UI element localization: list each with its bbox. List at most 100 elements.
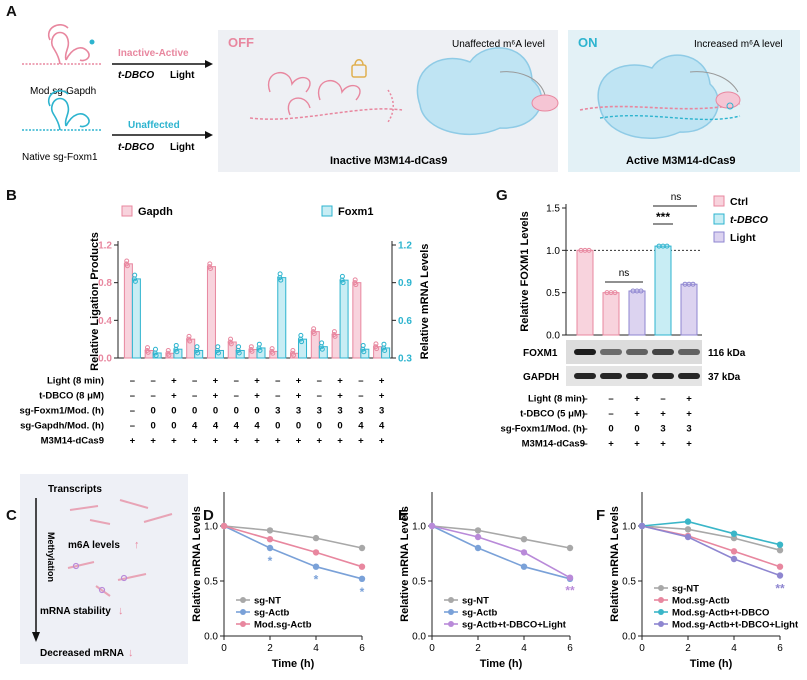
b-bar-gapdh [352, 282, 362, 359]
g-dot [586, 247, 592, 253]
g-row-cell: – [608, 409, 613, 420]
b-row-cell: + [379, 436, 385, 447]
g-row-cell: + [634, 409, 640, 420]
g-sig-label-3: ns [671, 192, 682, 203]
blot-foxm1-kda: 116 kDa [708, 348, 746, 359]
b-legend-gapdh: Gapdh [138, 206, 173, 218]
xlabel: Time (h) [272, 658, 315, 670]
xtick-label: 0 [429, 643, 435, 654]
b-dot-gapdh [165, 350, 171, 356]
b-row-cell: 3 [379, 406, 384, 417]
g-row-cell: 0 [634, 424, 639, 435]
b-row-label: M3M14-dCas9 [41, 436, 104, 447]
ytick-label: 0.5 [412, 577, 426, 588]
c-decreased: Decreased mRNA [40, 648, 124, 659]
b-bar-gapdh [123, 263, 133, 359]
series-line [641, 525, 781, 568]
g-row-cell: – [582, 409, 587, 420]
blot-foxm1-label: FOXM1 [523, 348, 558, 359]
b-row-cell: 0 [337, 421, 342, 432]
g-bar-ctrl [576, 249, 594, 336]
b-row-cell: + [171, 376, 177, 387]
b-row-label: t-DBCO (8 μM) [39, 391, 104, 402]
series-point [730, 534, 738, 542]
series-point [358, 575, 366, 582]
g-legend-swatch [713, 231, 725, 243]
b-row-cell: + [275, 436, 281, 447]
ytick-label: 0.5 [622, 577, 636, 588]
series-line [223, 525, 363, 549]
b-dot-gapdh [165, 347, 171, 353]
legend-label: Mod.sg-Actb+t-DBCO+Light [672, 620, 799, 631]
b-dot-foxm1 [360, 346, 366, 352]
b-dot-gapdh [331, 329, 337, 335]
g-bar-light [628, 290, 646, 336]
g-row-label: t-DBCO (5 μM) [520, 409, 585, 420]
panel-letter-c: C [6, 507, 17, 524]
b-dot-foxm1 [361, 349, 367, 355]
c-transcripts: Transcripts [48, 484, 102, 495]
blot-band-foxm1 [574, 349, 596, 355]
ytick-label: 1.0 [204, 522, 218, 533]
native-sgrna-label: Native sg-Foxm1 [22, 152, 98, 163]
panel-letter-a: A [6, 3, 17, 20]
g-row-cell: + [634, 439, 640, 450]
b-row-cell: 4 [254, 421, 260, 432]
b-row-cell: + [379, 391, 385, 402]
series-point [474, 527, 482, 534]
legend-label: sg-NT [672, 584, 699, 595]
panel-c-box [20, 474, 188, 664]
g-legend-label: t-DBCO [730, 214, 768, 226]
c-m6a: m6A levels [68, 540, 120, 551]
b-row-cell: – [151, 391, 156, 402]
g-row-cell: + [608, 439, 614, 450]
legend-marker [448, 621, 454, 627]
blot-band-foxm1 [600, 349, 622, 355]
b-legend-swatch-gapdh [121, 205, 133, 217]
panel-letter-g: G [496, 187, 508, 204]
g-sig-label-2: *** [656, 210, 670, 224]
g-dot [690, 281, 696, 287]
b-dot-foxm1 [194, 347, 200, 353]
b-dot-foxm1 [173, 346, 179, 352]
g-row-cell: + [634, 394, 640, 405]
series-point [520, 536, 528, 543]
series-line [431, 525, 571, 579]
ytick-label: 1.0 [412, 522, 426, 533]
ytick-label: 0.5 [204, 577, 218, 588]
series-point [566, 574, 574, 581]
legend-marker [240, 621, 246, 627]
panel-letter-f: F [596, 507, 605, 524]
blot-band-gapdh [652, 373, 674, 379]
b-bar-foxm1 [131, 278, 141, 359]
blot-band-gapdh [600, 373, 622, 379]
legend-label: sg-Actb [462, 608, 498, 619]
b-dot-gapdh [123, 261, 129, 267]
b-row-cell: – [192, 376, 197, 387]
g-dot [638, 288, 644, 294]
b-row-cell: + [254, 436, 260, 447]
series-point [638, 522, 646, 530]
b-dot-gapdh [352, 277, 358, 283]
b-row-cell: – [130, 391, 135, 402]
g-legend-label: Light [730, 232, 756, 244]
c-stability: mRNA stability [40, 606, 111, 617]
series-point [684, 526, 692, 533]
b-dot-foxm1 [340, 280, 346, 286]
series-point [520, 549, 528, 556]
b-dot-foxm1 [278, 277, 284, 283]
b-row-cell: 4 [358, 421, 364, 432]
significance-marker: * [314, 573, 319, 587]
series-point [474, 544, 482, 552]
blot-band-foxm1 [652, 349, 674, 355]
b-row-cell: + [337, 436, 343, 447]
g-bar-ctrl [602, 292, 620, 336]
b-ytick-label-left: 0.4 [98, 316, 112, 327]
b-dot-foxm1 [152, 350, 158, 356]
b-row-cell: + [317, 436, 323, 447]
b-row-cell: – [234, 391, 239, 402]
on-note: Increased m⁶A level [694, 39, 783, 50]
g-sig-label-1: ns [619, 268, 630, 279]
